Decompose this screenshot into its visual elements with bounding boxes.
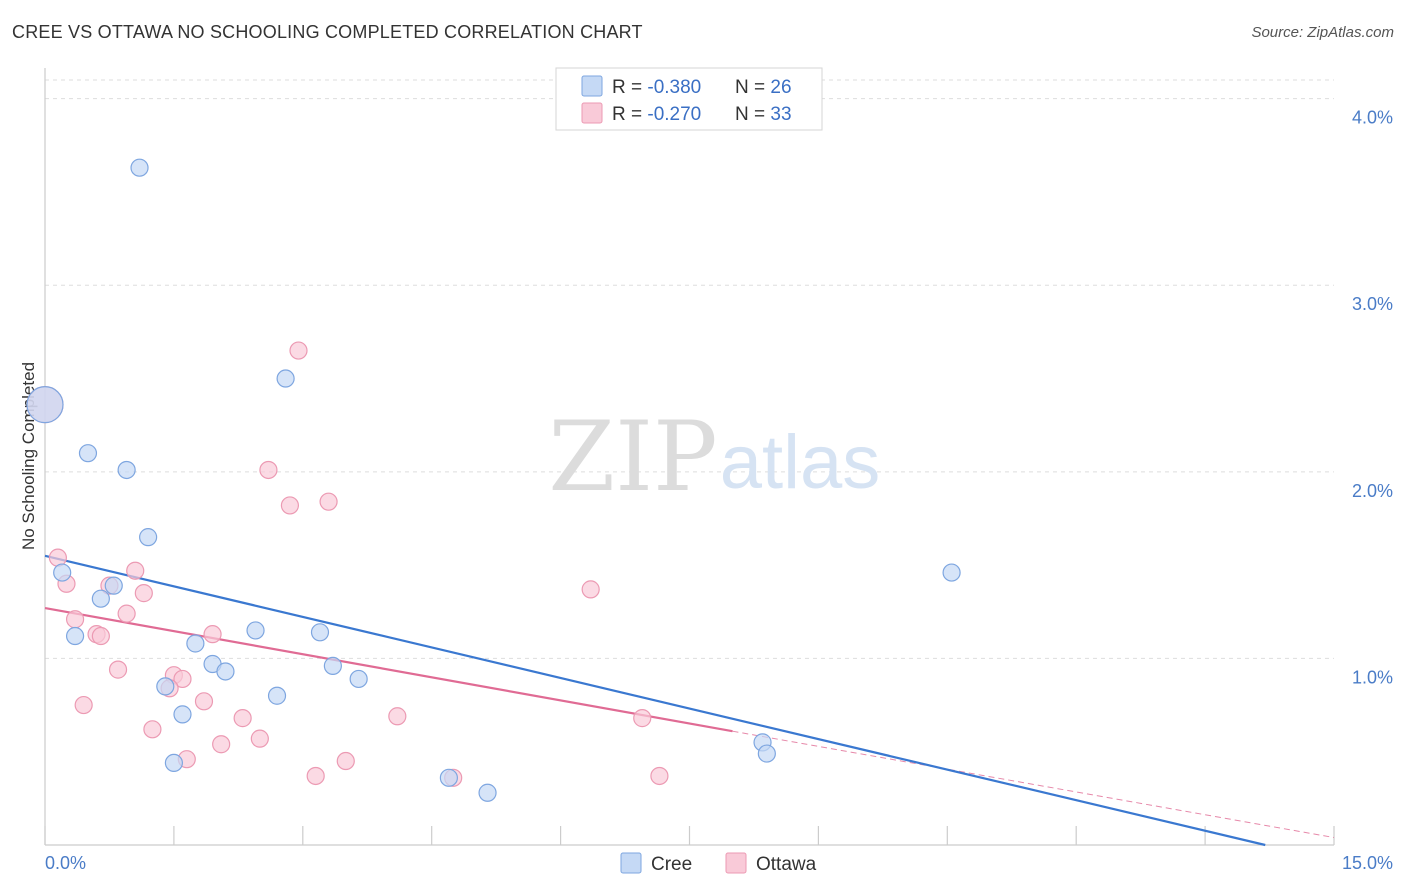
ottawa-trend-extension	[732, 730, 1335, 839]
ottawa-point-24	[633, 709, 652, 728]
y-tick-label-1: 2.0%	[1352, 481, 1393, 501]
ottawa-point-27	[250, 729, 269, 748]
ottawa-point-30	[306, 766, 325, 786]
trend-lines	[44, 554, 1335, 847]
legend-cree-r-label: R =	[612, 77, 647, 98]
cree-point-5	[139, 528, 158, 547]
cree-point-19	[173, 705, 192, 724]
legend-cree-n-value: 26	[770, 77, 791, 98]
legend-cree-n-label: N =	[735, 77, 770, 98]
cree-point-7	[91, 589, 110, 608]
cree-point-15	[323, 656, 342, 675]
cree-points	[26, 158, 961, 802]
legend-cree-r-value: -0.380	[647, 77, 701, 98]
cree-point-16	[349, 669, 368, 689]
grid-lines	[45, 79, 1334, 659]
y-tick-label-2: 3.0%	[1352, 294, 1393, 314]
svg-text:R = -0.270: R = -0.270	[612, 104, 701, 125]
cree-point-11	[246, 621, 265, 640]
y-tick-label-3: 4.0%	[1352, 108, 1393, 128]
watermark-zip: ZIP	[548, 401, 717, 513]
ottawa-point-6	[126, 561, 145, 580]
cree-point-0	[26, 386, 64, 424]
cree-point-2	[78, 444, 98, 463]
ottawa-point-4	[319, 492, 338, 511]
cree-point-18	[267, 686, 287, 705]
bottom-legend-ottawa: Ottawa	[756, 854, 817, 875]
ottawa-point-26	[212, 735, 231, 754]
ottawa-point-20	[194, 692, 214, 711]
ottawa-point-29	[336, 751, 355, 771]
legend-ottawa-r-value: -0.270	[647, 104, 701, 125]
cree-point-23	[164, 753, 183, 773]
ottawa-point-10	[581, 580, 600, 599]
cree-trend-line	[44, 554, 1266, 847]
cree-point-9	[65, 626, 85, 646]
svg-text:R = -0.380: R = -0.380	[612, 77, 701, 98]
cree-point-10	[186, 634, 205, 653]
ottawa-point-5	[48, 548, 67, 567]
cree-point-3	[117, 460, 136, 480]
source-label: Source: ZipAtlas.com	[1251, 24, 1394, 41]
x-ticks	[44, 826, 1335, 845]
ottawa-point-18	[173, 669, 192, 689]
legend-ottawa-r-label: R =	[612, 104, 647, 125]
cree-point-4	[276, 369, 295, 388]
cree-point-1	[130, 158, 149, 177]
y-tick-labels: 1.0% 2.0% 3.0% 4.0%	[1352, 108, 1393, 688]
cree-point-17	[156, 677, 175, 696]
bottom-legend-swatch-cree	[620, 852, 642, 874]
ottawa-trend-line	[44, 606, 733, 733]
cree-point-22	[757, 744, 776, 763]
legend-ottawa-n-label: N =	[735, 104, 770, 125]
bottom-legend-cree: Cree	[651, 854, 692, 875]
bottom-legend-swatch-ottawa	[725, 852, 747, 874]
ottawa-point-12	[117, 604, 136, 623]
ottawa-point-32	[650, 766, 669, 786]
legend-ottawa-n-value: 33	[770, 104, 791, 125]
cree-point-12	[310, 623, 330, 642]
ottawa-point-15	[203, 625, 222, 644]
cree-point-20	[942, 563, 961, 582]
cree-point-24	[439, 768, 458, 787]
legend-swatch-cree	[581, 75, 603, 97]
ottawa-point-11	[65, 610, 85, 629]
cree-point-14	[216, 662, 235, 681]
ottawa-point-22	[233, 709, 252, 728]
svg-text:N = 33: N = 33	[735, 104, 792, 125]
x-tick-max: 15.0%	[1342, 853, 1393, 873]
ottawa-point-14	[91, 626, 110, 646]
ottawa-point-16	[108, 660, 128, 679]
cree-point-6	[53, 563, 72, 582]
ottawa-point-1	[289, 341, 308, 360]
series-legend: Cree Ottawa	[620, 852, 817, 875]
legend-swatch-ottawa	[581, 102, 603, 124]
x-tick-min: 0.0%	[45, 853, 86, 873]
svg-text:N = 26: N = 26	[735, 77, 792, 98]
chart-title: CREE VS OTTAWA NO SCHOOLING COMPLETED CO…	[12, 22, 643, 42]
cree-point-8	[104, 576, 123, 595]
ottawa-point-2	[259, 460, 278, 480]
cree-point-25	[478, 783, 497, 802]
watermark-atlas: atlas	[720, 420, 881, 505]
stats-legend: R = -0.380 N = 26 R = -0.270 N = 33	[555, 67, 823, 131]
ottawa-point-23	[388, 707, 407, 726]
ottawa-point-3	[280, 496, 300, 515]
ottawa-point-9	[134, 584, 153, 603]
ottawa-point-21	[74, 695, 93, 715]
y-tick-label-0: 1.0%	[1352, 667, 1393, 687]
ottawa-points	[26, 341, 669, 787]
ottawa-point-25	[143, 720, 162, 739]
